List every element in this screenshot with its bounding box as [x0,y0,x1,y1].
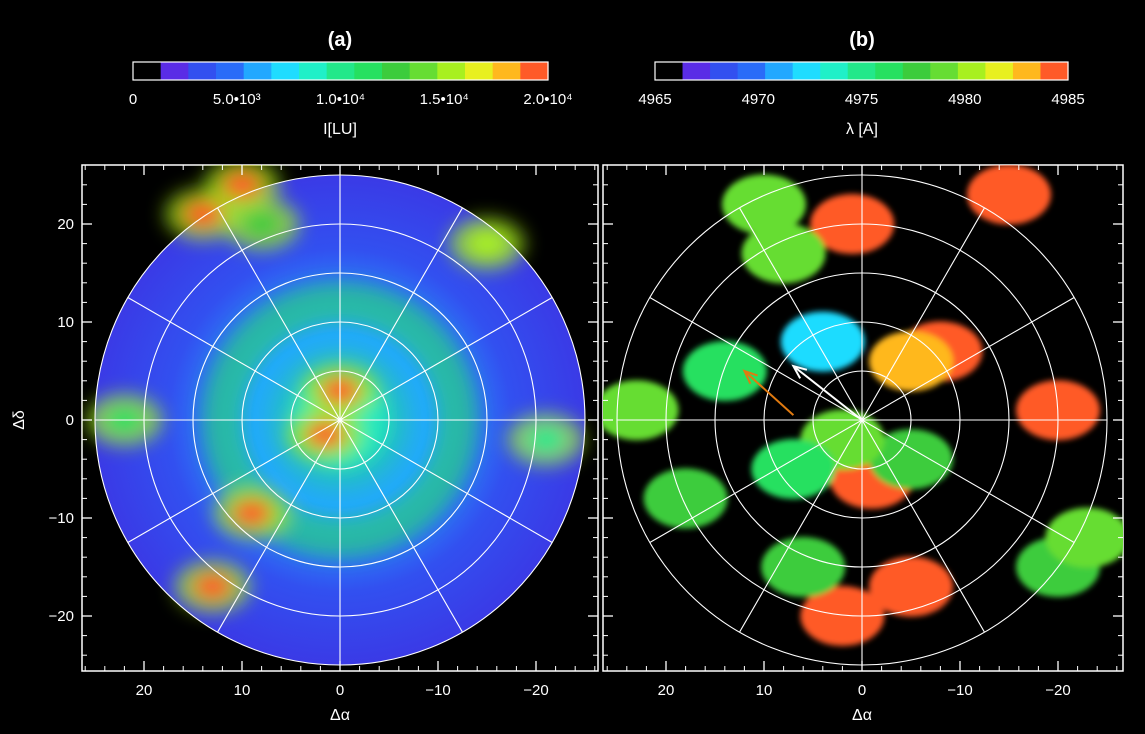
colorbar-segment [710,62,739,80]
velocity-patch [869,429,953,490]
x-tick-label: 10 [234,682,251,699]
colorbar-tick-label: 1.0•10⁴ [316,91,365,108]
panel-b-xlabel: Δα [852,707,872,724]
colorbar-tick-label: 4970 [742,91,775,108]
direction-arrow-head [742,369,758,385]
colorbar-segment [243,62,272,80]
velocity-patch [722,174,806,235]
colorbar-segment [655,62,684,80]
intensity-blob [467,229,507,258]
colorbar-tick-label: 2.0•10⁴ [523,91,572,108]
panel-b-arrows [742,364,863,421]
colorbar-b-label: λ [A] [846,121,878,138]
colorbar-tick-label: 4965 [638,91,671,108]
colorbar-tick-label: 1.5•10⁴ [420,91,469,108]
colorbar-segment [1040,62,1069,80]
panel-b-title: (b) [849,29,875,51]
colorbar-segment [847,62,876,80]
colorbar-segment [737,62,766,80]
panel-a-ylabel: Δδ [11,410,28,430]
velocity-patch [682,341,767,401]
polar-grid-spoke [127,297,553,543]
colorbar-segment [875,62,904,80]
y-tick-label: −10 [49,510,74,527]
intensity-blob [231,499,272,528]
intensity-blob [192,572,233,601]
x-tick-label: −10 [947,682,972,699]
velocity-patch [869,556,953,617]
colorbar-segment [409,62,438,80]
velocity-patch [751,439,836,499]
colorbar-segment [765,62,794,80]
colorbar-tick-label: 4985 [1051,91,1084,108]
x-tick-label: 20 [136,682,153,699]
colorbar-segment [820,62,849,80]
colorbar-segment [271,62,300,80]
colorbar-segment [133,62,162,80]
panel-a-xlabel: Δα [330,707,350,724]
velocity-patch [741,223,826,284]
x-tick-label: −10 [425,682,450,699]
colorbar-segment [492,62,521,80]
colorbar-segment [188,62,217,80]
velocity-patch [643,468,728,529]
y-tick-label: −20 [49,608,74,625]
intensity-blob [525,425,566,454]
velocity-patch [603,380,679,441]
x-tick-label: 0 [858,682,866,699]
colorbar-segment [930,62,959,80]
colorbar-a-label: I[LU] [323,121,357,138]
velocity-patch [780,311,865,372]
colorbar-segment [520,62,549,80]
colorbar-segment [354,62,383,80]
panel-a-axes: 20 10 0 −10 −20 20 10 0 −10 −20 [49,165,598,699]
colorbar-segment [216,62,245,80]
panel-a-title: (a) [328,29,352,51]
colorbar-tick-label: 0 [129,91,137,108]
velocity-patch [761,537,846,597]
colorbar-segment [1012,62,1042,80]
colorbar-segment [902,62,931,80]
x-tick-label: 0 [336,682,344,699]
direction-arrow-head [791,364,808,379]
colorbar-segment [299,62,328,80]
y-tick-label: 10 [57,314,74,331]
velocity-patch [800,586,885,646]
panel-b-axes: 20 10 0 −10 −20 [603,165,1123,699]
intensity-blob [182,200,223,229]
colorbar-segment [465,62,494,80]
velocity-patch [1045,507,1123,568]
x-tick-label: −20 [523,682,548,699]
colorbar-segment [792,62,821,80]
colorbar-segment [985,62,1014,80]
x-tick-label: 20 [658,682,675,699]
velocity-patch [869,331,953,392]
colorbar-segment [382,62,411,80]
colorbar-a: 0 5.0•10³ 1.0•10⁴ 1.5•10⁴ 2.0•10⁴ [129,61,573,108]
direction-arrow [743,370,795,416]
colorbar-segment [437,62,466,80]
intensity-blob [241,210,282,238]
colorbar-segment [957,62,986,80]
colorbar-tick-label: 5.0•10³ [213,91,261,108]
y-tick-label: 20 [57,216,74,233]
colorbar-border [654,61,1069,81]
colorbar-segment [682,62,711,80]
colorbar-b: 4965 4970 4975 4980 4985 [638,61,1085,108]
colorbar-segment [326,62,355,80]
x-tick-label: −20 [1045,682,1070,699]
direction-arrow [792,365,863,421]
colorbar-segment [160,62,189,80]
colorbar-tick-label: 4980 [948,91,981,108]
colorbar-tick-label: 4975 [845,91,878,108]
y-tick-label: 0 [66,412,74,429]
x-tick-label: 10 [756,682,773,699]
colorbar-border [132,61,549,81]
